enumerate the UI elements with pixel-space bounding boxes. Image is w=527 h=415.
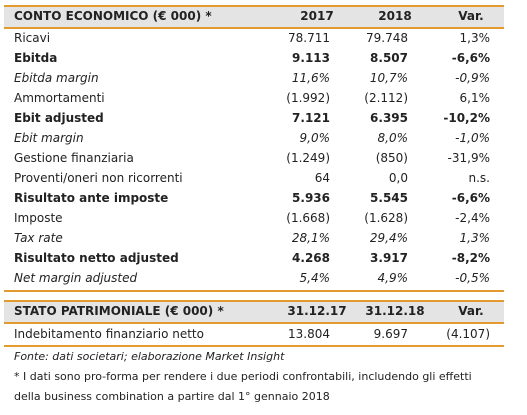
cell: -0,5% <box>455 271 490 285</box>
row-label: Risultato netto adjusted <box>14 251 179 265</box>
cell: 3.917 <box>370 251 408 265</box>
row-label: Imposte <box>14 211 63 225</box>
cell: 8,0% <box>377 131 409 145</box>
cell: 10,7% <box>369 71 408 85</box>
row-label: Ebitda <box>14 51 58 65</box>
cell: 11,6% <box>291 71 330 85</box>
cell: 6.395 <box>370 111 408 125</box>
row-label: Proventi/oneri non ricorrenti <box>14 171 183 185</box>
header-band <box>4 5 504 29</box>
cell: (4.107) <box>446 327 490 341</box>
cell: (1.249) <box>286 151 330 165</box>
cell: 29,4% <box>369 231 408 245</box>
cell: 9,0% <box>299 131 331 145</box>
footnote: Fonte: dati societari; elaborazione Mark… <box>14 350 285 363</box>
header-cell: Var. <box>458 304 484 318</box>
cell: 4,9% <box>377 271 409 285</box>
cell: -6,6% <box>451 51 490 65</box>
cell: n.s. <box>468 171 491 185</box>
row-label: Ammortamenti <box>14 91 105 105</box>
header-band <box>4 300 504 324</box>
cell: 5,4% <box>299 271 331 285</box>
cell: 5.936 <box>292 191 330 205</box>
cell: -10,2% <box>443 111 490 125</box>
cell: (1.628) <box>364 211 408 225</box>
cell: 9.697 <box>373 327 408 341</box>
cell: 78.711 <box>288 31 330 45</box>
header-cell: 31.12.17 <box>287 304 347 318</box>
cell: -2,4% <box>455 211 490 225</box>
row-label: Ebit margin <box>14 131 84 145</box>
footnote: della business combination a partire dal… <box>14 390 330 403</box>
cell: 79.748 <box>366 31 408 45</box>
cell: -1,0% <box>455 131 490 145</box>
cell: (2.112) <box>364 91 408 105</box>
cell: (850) <box>375 151 408 165</box>
cell: 1,3% <box>459 231 491 245</box>
cell: 4.268 <box>292 251 330 265</box>
cell: -31,9% <box>447 151 490 165</box>
cell: (1.668) <box>286 211 330 225</box>
cell: (1.992) <box>286 91 330 105</box>
row-label: Risultato ante imposte <box>14 191 169 205</box>
separator <box>4 345 504 347</box>
cell: -0,9% <box>455 71 490 85</box>
row-label: Indebitamento finanziario netto <box>14 327 204 341</box>
cell: 8.507 <box>370 51 408 65</box>
header-cell: 31.12.18 <box>365 304 425 318</box>
row-label: Gestione finanziaria <box>14 151 134 165</box>
cell: 1,3% <box>459 31 491 45</box>
cell: 64 <box>314 171 330 185</box>
cell: -6,6% <box>451 191 490 205</box>
header-cell: 2017 <box>300 9 334 23</box>
header-cell: 2018 <box>378 9 412 23</box>
row-label: Ebit adjusted <box>14 111 104 125</box>
cell: 5.545 <box>370 191 408 205</box>
row-label: Ricavi <box>14 31 51 45</box>
footnote: * I dati sono pro-forma per rendere i du… <box>14 370 472 383</box>
row-label: Net margin adjusted <box>14 271 138 285</box>
cell: 28,1% <box>291 231 330 245</box>
row-label: Ebitda margin <box>14 71 99 85</box>
header-cell: Var. <box>458 9 484 23</box>
cell: 13.804 <box>288 327 330 341</box>
header-label: STATO PATRIMONIALE (€ 000) * <box>14 304 224 318</box>
cell: 9.113 <box>292 51 330 65</box>
header-label: CONTO ECONOMICO (€ 000) * <box>14 9 212 23</box>
cell: -8,2% <box>451 251 490 265</box>
cell: 7.121 <box>292 111 330 125</box>
cell: 6,1% <box>459 91 491 105</box>
cell: 0,0 <box>388 171 408 185</box>
row-label: Tax rate <box>14 231 63 245</box>
separator <box>4 290 504 292</box>
